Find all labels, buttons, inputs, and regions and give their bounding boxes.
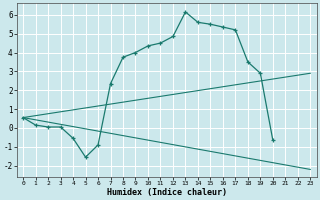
X-axis label: Humidex (Indice chaleur): Humidex (Indice chaleur): [107, 188, 227, 197]
